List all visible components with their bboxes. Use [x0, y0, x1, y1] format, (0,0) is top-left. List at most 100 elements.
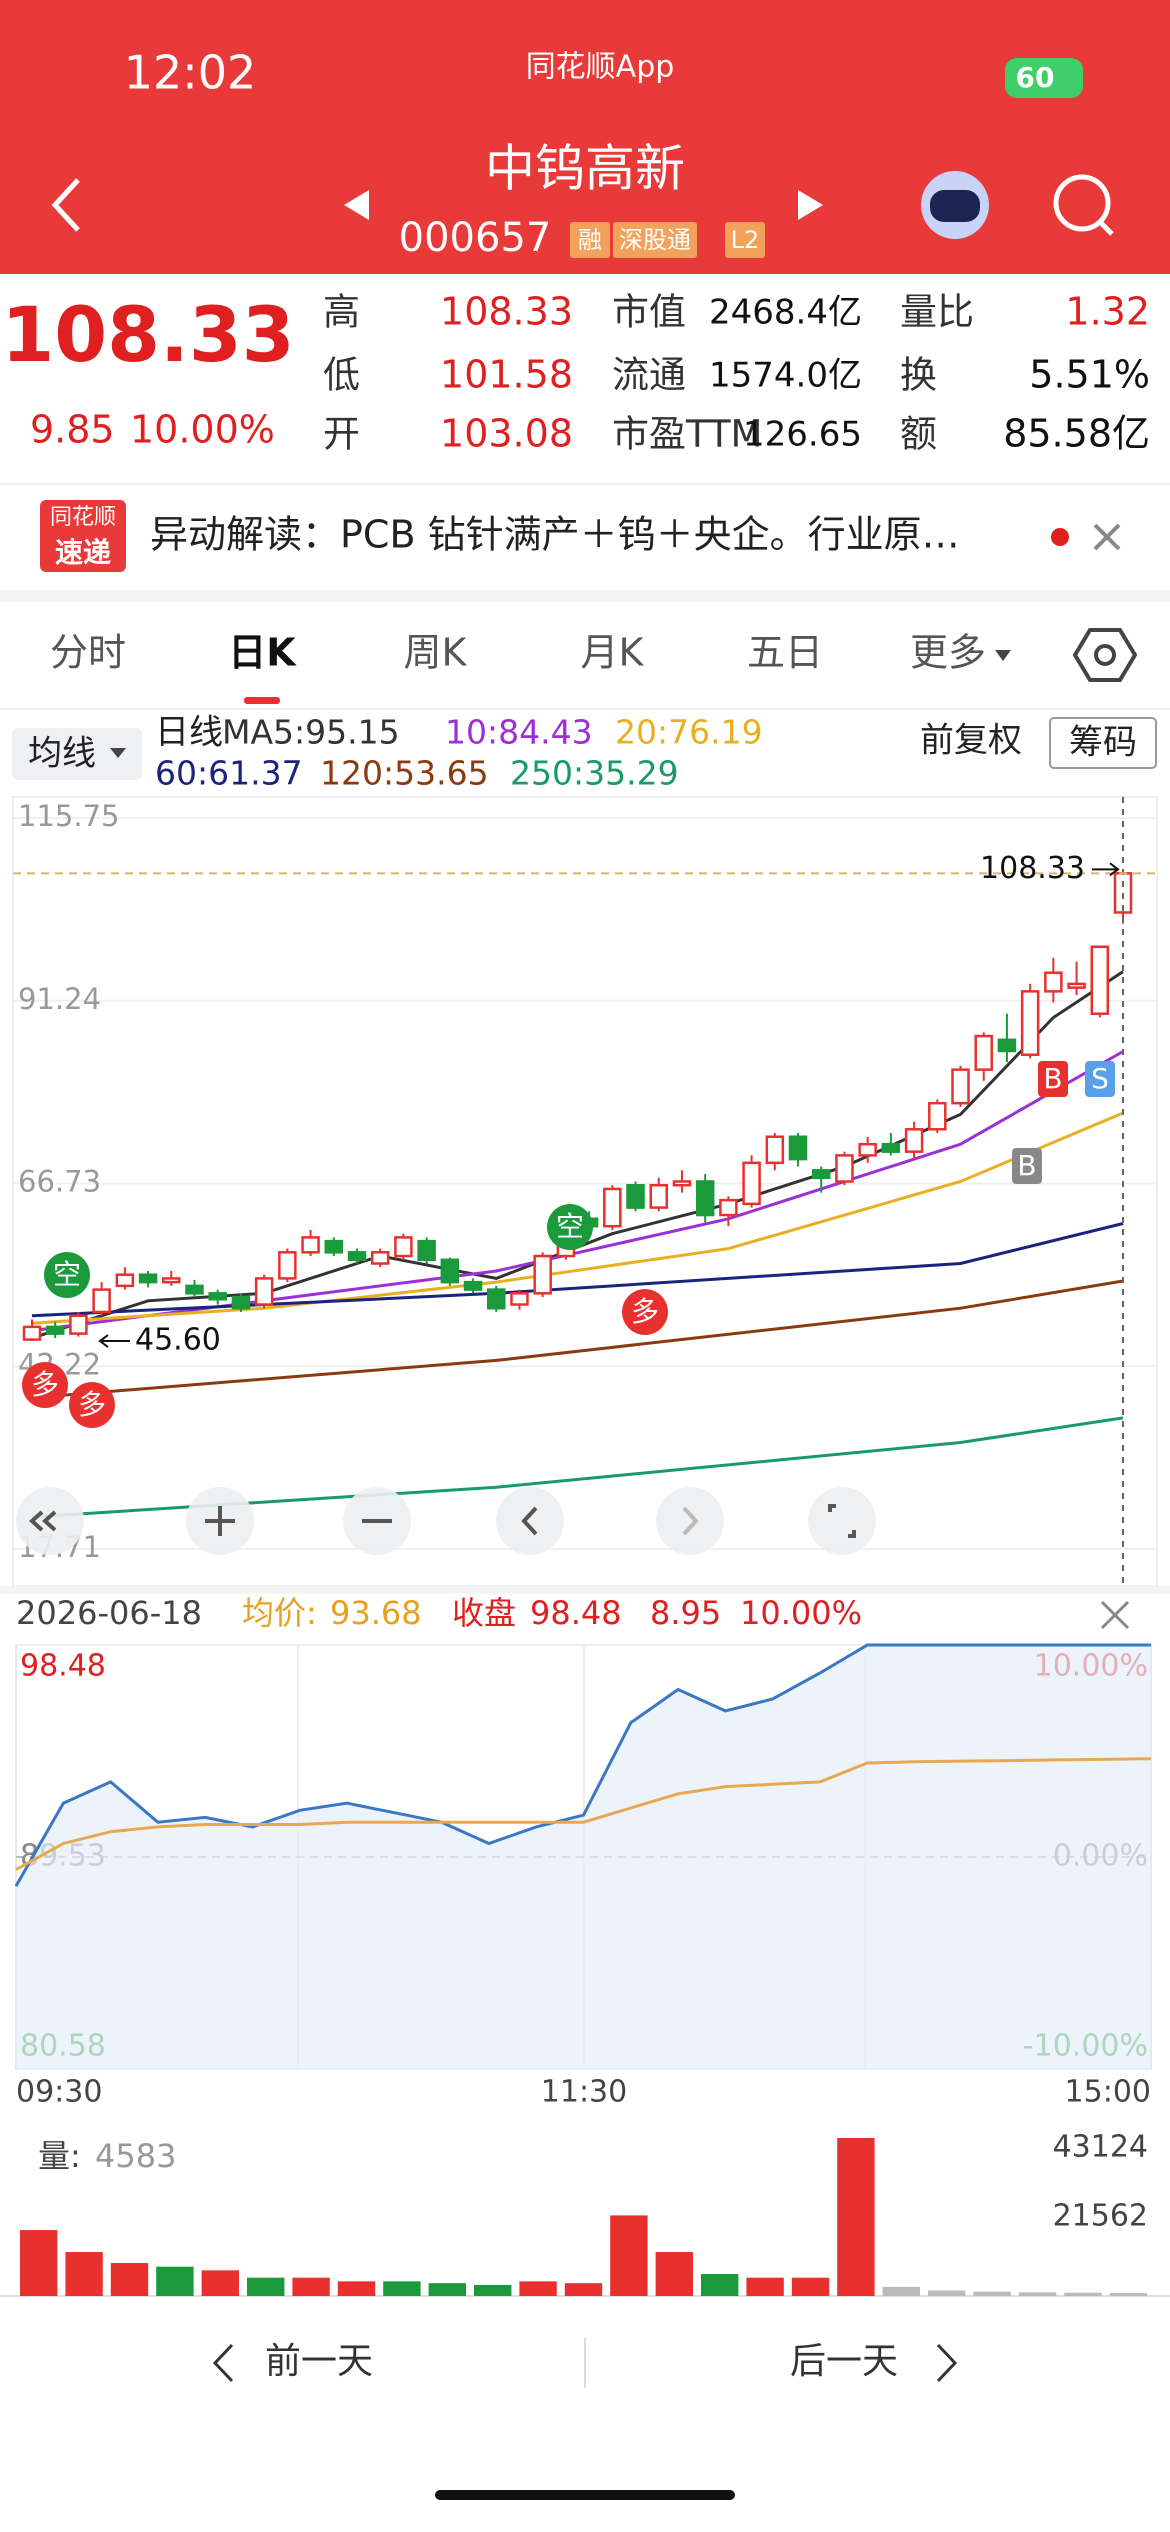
volume-bar [1018, 2292, 1057, 2296]
chart-control-icon [205, 1506, 235, 1536]
volume-bar [383, 2281, 421, 2296]
intraday-line [15, 1757, 1152, 1871]
search[interactable] [1053, 174, 1111, 232]
candle-body [440, 1258, 460, 1284]
low-label: 45.60 [135, 1323, 221, 1358]
legend-entry: 20:76.19 [615, 713, 763, 752]
candle-body [951, 1068, 970, 1105]
signal-label: B [1043, 1062, 1062, 1095]
volume-bar [474, 2285, 512, 2296]
news-badge-bottom: 速递 [55, 536, 111, 569]
tag-label: L2 [731, 226, 760, 254]
chart-control-icon [682, 1506, 699, 1536]
signal-label: 多 [31, 1368, 59, 1401]
news-text[interactable]: 异动解读：PCB 钻针满产＋钨＋央企。行业原… [150, 513, 960, 557]
candle-body [301, 1236, 320, 1254]
chart-control-icon [29, 1510, 57, 1532]
dropdown [110, 748, 126, 758]
divider [0, 708, 1170, 710]
candle-body [510, 1292, 529, 1306]
candle-body [1090, 945, 1110, 1015]
candle-body [719, 1198, 738, 1217]
change-pct: 10.00% [740, 1594, 862, 1632]
volume-bar [428, 2283, 466, 2296]
adjust[interactable]: 前复权 [920, 721, 1022, 761]
prev-arrow[interactable] [212, 2343, 234, 2383]
candle-body [370, 1251, 390, 1265]
close-label: 收盘 [452, 1594, 516, 1632]
stat-value: 108.33 [440, 290, 573, 334]
candle-body [997, 1038, 1017, 1053]
chips-label[interactable]: 筹码 [1069, 723, 1137, 763]
tab[interactable]: 五日 [747, 631, 823, 675]
candle-body [417, 1239, 436, 1262]
prev-stock[interactable] [344, 190, 369, 220]
stat-value: 126.65 [743, 415, 862, 455]
chart-control[interactable] [656, 1487, 724, 1555]
tab[interactable]: 月K [581, 631, 645, 675]
news-close[interactable] [1093, 523, 1121, 551]
tag [613, 222, 697, 258]
candle-body [881, 1142, 901, 1153]
avg-value: 93.68 [330, 1594, 422, 1632]
next-stock[interactable] [798, 190, 823, 220]
stock-code: 000657 [399, 215, 552, 261]
candle-body [324, 1239, 344, 1254]
stat-label: 高 [323, 291, 360, 334]
chips-button[interactable] [1049, 717, 1157, 769]
ma-button-label[interactable]: 均线 [28, 734, 96, 774]
close-value: 98.48 [530, 1594, 622, 1632]
ma-button[interactable] [12, 728, 142, 780]
stat-value: 103.08 [440, 412, 573, 456]
y-tick-label: 43124 [1053, 2130, 1148, 2165]
tab[interactable]: 分时 [50, 631, 126, 675]
battery-level: 60 [1016, 61, 1055, 94]
period: 日线 [155, 713, 223, 753]
arrow [98, 1334, 130, 1348]
volume-bar [655, 2252, 693, 2296]
stat-value: 2468.4亿 [709, 293, 862, 333]
candle-body [92, 1288, 111, 1314]
signal-label: 多 [78, 1388, 106, 1421]
quote: 108.33 9.85 10.00% 高 108.33 市值 2468.4亿 量比 1.3… [1, 290, 1150, 456]
candle-body [138, 1273, 158, 1284]
x-tick-label: 15:00 [1065, 2075, 1151, 2110]
prev-day[interactable]: 前一天 [265, 2341, 373, 2382]
change-pct: 10.00% [130, 408, 275, 452]
next-day[interactable]: 后一天 [790, 2341, 898, 2382]
candle-body [904, 1128, 924, 1153]
candle-body [672, 1180, 692, 1187]
ma-line [31, 1416, 1124, 1519]
intraday-close[interactable] [1100, 1600, 1130, 1630]
stat-label: 市盈TTM [612, 413, 762, 456]
candle-body [811, 1169, 831, 1180]
volume-bar [564, 2283, 603, 2296]
stat-value: 85.58亿 [1003, 412, 1150, 456]
change: 8.95 [650, 1594, 721, 1632]
legend-entry: 120:53.65 [320, 754, 489, 793]
next-arrow[interactable] [936, 2343, 958, 2383]
settings[interactable] [1072, 628, 1138, 682]
candle-body [278, 1251, 297, 1280]
legend-entry: 10:84.43 [445, 713, 593, 752]
volume-bar [701, 2274, 739, 2296]
chart-control[interactable] [496, 1487, 564, 1555]
candle-body [162, 1277, 181, 1284]
stat-label: 市值 [612, 291, 686, 334]
candle-body [254, 1277, 274, 1306]
chart-control[interactable] [808, 1487, 876, 1555]
candle-body [603, 1187, 622, 1228]
status-time: 12:02 [124, 46, 257, 100]
tab[interactable]: 周K [404, 631, 468, 675]
tab[interactable]: 更多 [910, 631, 986, 675]
back[interactable] [51, 178, 80, 232]
legend-entry: 250:35.29 [510, 754, 679, 793]
legend-entry: MA5:95.15 [222, 713, 400, 752]
signal [1085, 1061, 1115, 1097]
y-tick-label: 98.48 [20, 1649, 106, 1684]
tab[interactable]: 日K [228, 631, 297, 675]
chart-control[interactable] [16, 1487, 84, 1555]
volume-bar [519, 2281, 557, 2296]
y-tick-label: 66.73 [18, 1165, 101, 1199]
news-badge-top: 同花顺 [50, 505, 116, 530]
